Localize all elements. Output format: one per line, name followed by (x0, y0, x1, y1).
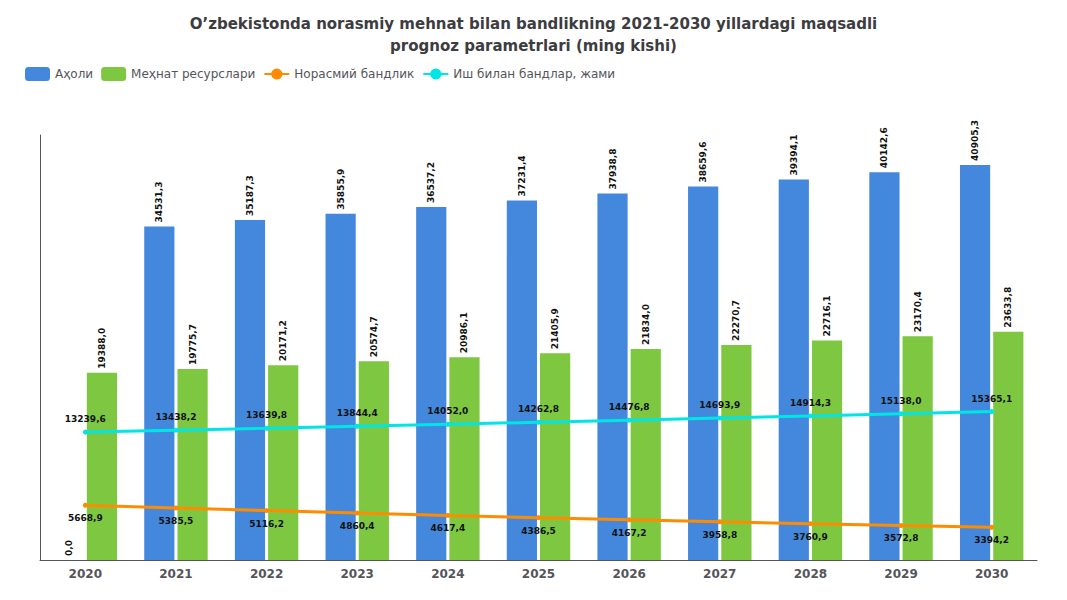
svg-text:15365,1: 15365,1 (971, 394, 1012, 404)
svg-text:2020: 2020 (69, 567, 102, 581)
svg-text:14262,8: 14262,8 (518, 404, 559, 414)
svg-text:2028: 2028 (794, 567, 827, 581)
svg-text:O’zbekistonda norasmiy mehnat: O’zbekistonda norasmiy mehnat bilan band… (190, 15, 877, 33)
svg-text:14693,9: 14693,9 (699, 400, 740, 410)
svg-text:Норасмий бандлик: Норасмий бандлик (294, 67, 414, 81)
svg-text:13438,2: 13438,2 (155, 412, 196, 422)
svg-text:20574,7: 20574,7 (369, 316, 379, 357)
svg-text:4167,2: 4167,2 (612, 528, 647, 538)
svg-text:3572,8: 3572,8 (884, 533, 919, 543)
svg-text:23170,4: 23170,4 (913, 291, 923, 332)
svg-text:Иш билан бандлар, жами: Иш билан бандлар, жами (453, 67, 615, 81)
svg-text:5385,5: 5385,5 (159, 516, 194, 526)
svg-text:5116,2: 5116,2 (249, 519, 284, 529)
svg-text:36537,2: 36537,2 (426, 162, 436, 203)
svg-text:2022: 2022 (250, 567, 283, 581)
svg-text:39394,1: 39394,1 (789, 134, 799, 175)
svg-text:13844,4: 13844,4 (337, 408, 378, 418)
svg-text:38659,6: 38659,6 (698, 142, 708, 183)
svg-text:13639,8: 13639,8 (246, 410, 287, 420)
svg-text:14914,3: 14914,3 (790, 398, 831, 408)
svg-text:40142,6: 40142,6 (879, 127, 889, 168)
svg-text:40905,3: 40905,3 (970, 120, 980, 161)
svg-text:2023: 2023 (341, 567, 374, 581)
svg-text:4386,5: 4386,5 (521, 526, 556, 536)
svg-text:2027: 2027 (703, 567, 736, 581)
svg-text:14476,8: 14476,8 (609, 402, 650, 412)
svg-text:prognoz parametrlari (ming kis: prognoz parametrlari (ming kishi) (390, 37, 677, 55)
svg-text:19775,7: 19775,7 (188, 324, 198, 365)
svg-text:3394,2: 3394,2 (974, 535, 1009, 545)
svg-text:20986,1: 20986,1 (459, 312, 469, 353)
svg-text:34531,3: 34531,3 (154, 181, 164, 222)
svg-text:22270,7: 22270,7 (731, 300, 741, 341)
svg-text:4617,4: 4617,4 (430, 523, 465, 533)
svg-text:2025: 2025 (522, 567, 555, 581)
svg-text:2024: 2024 (431, 567, 464, 581)
svg-text:19388,0: 19388,0 (97, 328, 107, 369)
svg-text:0,0: 0,0 (64, 540, 74, 556)
svg-text:20171,2: 20171,2 (278, 320, 288, 361)
svg-text:21405,9: 21405,9 (550, 308, 560, 349)
svg-text:2026: 2026 (612, 567, 645, 581)
svg-text:37231,4: 37231,4 (517, 155, 527, 196)
svg-text:21834,0: 21834,0 (641, 304, 651, 345)
svg-text:3760,9: 3760,9 (793, 532, 828, 542)
svg-text:14052,0: 14052,0 (427, 406, 468, 416)
svg-text:4860,4: 4860,4 (340, 521, 375, 531)
svg-text:2029: 2029 (884, 567, 917, 581)
svg-text:Аҳоли: Аҳоли (55, 67, 93, 81)
svg-text:3958,8: 3958,8 (702, 530, 737, 540)
svg-text:13239,6: 13239,6 (65, 414, 106, 424)
svg-text:37938,8: 37938,8 (608, 149, 618, 190)
svg-text:2030: 2030 (975, 567, 1008, 581)
svg-text:15138,0: 15138,0 (881, 396, 922, 406)
svg-text:22716,1: 22716,1 (822, 296, 832, 337)
svg-text:Меҳнат ресурслари: Меҳнат ресурслари (131, 67, 255, 81)
svg-text:2021: 2021 (159, 567, 192, 581)
svg-text:35855,9: 35855,9 (336, 169, 346, 210)
svg-text:35187,3: 35187,3 (245, 175, 255, 216)
svg-text:5668,9: 5668,9 (68, 513, 103, 523)
svg-text:23633,8: 23633,8 (1003, 287, 1013, 328)
